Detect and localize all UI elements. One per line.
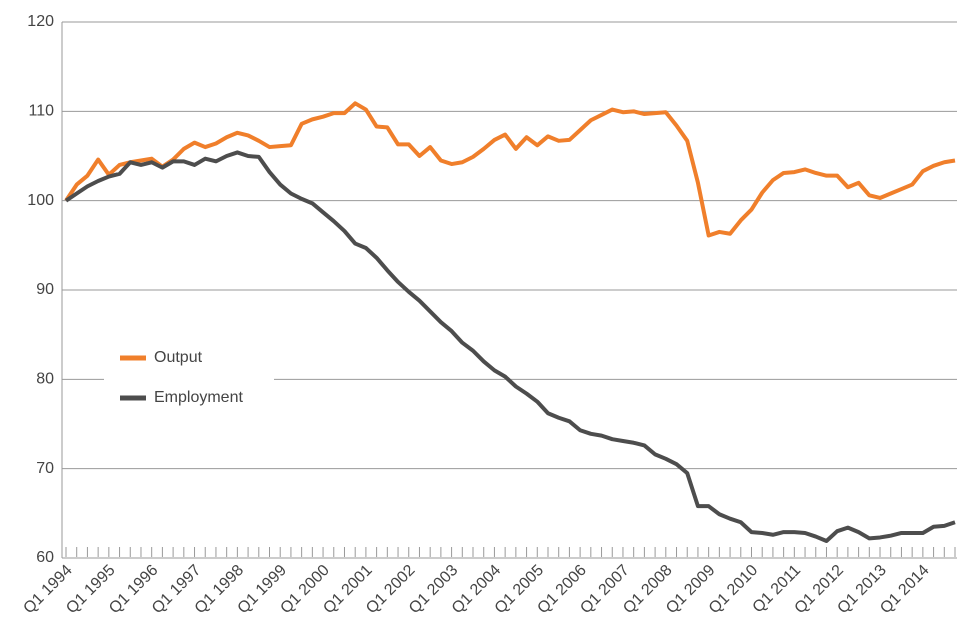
y-tick-label: 100: [27, 192, 54, 209]
y-tick-label: 60: [36, 549, 54, 566]
y-tick-label: 70: [36, 460, 54, 477]
legend-box: [104, 338, 274, 422]
y-tick-label: 120: [27, 13, 54, 30]
legend-label: Employment: [154, 389, 243, 406]
y-tick-label: 110: [28, 103, 54, 120]
y-tick-label: 90: [36, 281, 54, 298]
series-line: [64, 150, 956, 544]
y-tick-label: 80: [36, 371, 54, 388]
series-line: [64, 101, 956, 238]
legend-label: Output: [154, 349, 203, 366]
